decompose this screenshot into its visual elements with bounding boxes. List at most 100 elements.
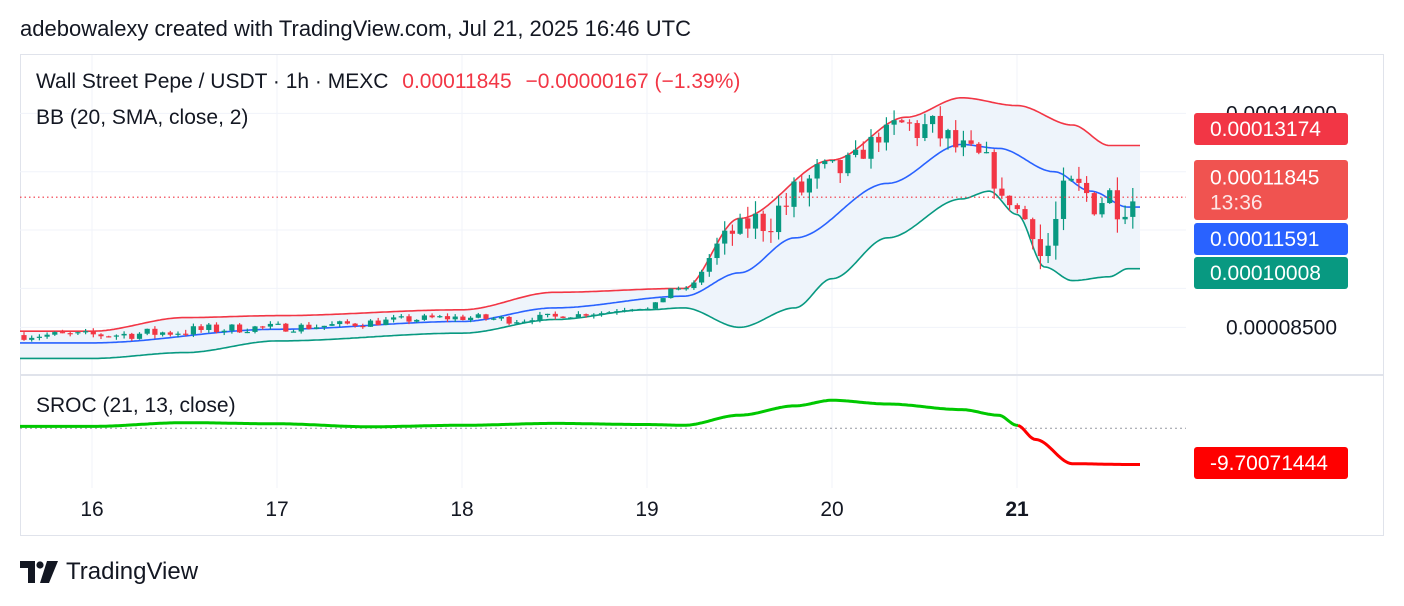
candle — [930, 115, 936, 133]
candle — [1068, 175, 1074, 182]
candle — [21, 332, 27, 341]
candle — [398, 314, 404, 319]
candle — [360, 323, 366, 329]
candle — [652, 302, 658, 310]
candle — [545, 313, 551, 318]
candle — [483, 313, 489, 321]
candle — [75, 331, 81, 336]
y-tick-label: 0.00008500 — [1226, 316, 1337, 339]
candle — [729, 224, 735, 246]
candle — [568, 317, 574, 319]
candle — [221, 329, 227, 336]
candle — [498, 315, 504, 321]
candle — [506, 315, 512, 326]
candle — [175, 331, 181, 338]
candle — [314, 324, 320, 330]
candle — [560, 316, 566, 319]
candle — [691, 280, 697, 290]
bb-lower-line — [20, 190, 1140, 360]
candle — [44, 332, 50, 339]
symbol-legend[interactable]: Wall Street Pepe / USDT · 1h · MEXC 0.00… — [36, 70, 740, 94]
candle — [1022, 205, 1028, 220]
candle — [29, 335, 35, 342]
candle — [645, 307, 651, 311]
candle — [876, 132, 882, 152]
candle — [237, 323, 243, 333]
bb-basis-price-label: 0.00011591 — [1194, 223, 1348, 255]
candle — [752, 201, 759, 239]
tradingview-logo[interactable]: TradingView — [20, 558, 198, 586]
candle — [1007, 195, 1013, 212]
candle — [760, 210, 766, 242]
last-price-value: 0.00011845 — [402, 70, 512, 93]
candle — [1076, 166, 1082, 191]
candle — [129, 332, 135, 341]
candle — [106, 335, 112, 338]
tradingview-logo-icon — [20, 561, 58, 583]
candle — [414, 319, 420, 323]
candle — [614, 309, 620, 315]
candle — [1114, 177, 1120, 233]
candle — [853, 140, 859, 158]
candle — [283, 322, 289, 332]
candle — [429, 313, 435, 319]
x-tick-label: 16 — [80, 498, 103, 521]
candle — [90, 328, 96, 338]
x-tick-label: 20 — [820, 498, 843, 521]
candle — [829, 160, 836, 163]
candle — [660, 298, 666, 303]
candle — [421, 313, 427, 321]
candle — [1053, 201, 1059, 260]
candle — [776, 195, 782, 240]
candle — [329, 321, 335, 326]
candle — [452, 314, 458, 322]
candle — [914, 120, 920, 147]
candle — [575, 311, 581, 319]
candle — [637, 308, 643, 311]
candle — [267, 321, 273, 330]
x-tick-label: 18 — [450, 498, 473, 521]
candle — [206, 322, 212, 333]
sroc-line-negative — [1017, 424, 1140, 466]
candle — [999, 177, 1005, 199]
candle — [244, 328, 250, 334]
candle — [290, 329, 297, 333]
candle — [59, 329, 66, 334]
candle — [121, 331, 127, 339]
candle — [475, 312, 481, 319]
candle — [383, 317, 389, 326]
candle — [460, 314, 466, 321]
candle — [960, 130, 966, 157]
candle — [352, 322, 358, 328]
candle — [113, 334, 119, 340]
candle — [822, 159, 828, 169]
candle — [321, 325, 327, 331]
candle — [675, 286, 682, 291]
candle — [699, 269, 705, 285]
candle — [868, 129, 874, 169]
candle — [183, 329, 189, 337]
candle — [906, 119, 913, 131]
candle — [213, 322, 220, 334]
candle — [606, 311, 612, 314]
candle — [275, 321, 281, 325]
bb-lower-price-label-text: 0.00010008 — [1210, 262, 1321, 285]
candle — [983, 141, 990, 154]
candle — [976, 142, 982, 155]
candle — [1014, 203, 1020, 214]
candle — [845, 152, 851, 177]
sroc-legend[interactable]: SROC (21, 13, close) — [36, 394, 236, 417]
candle — [136, 332, 143, 340]
candle — [468, 316, 474, 323]
candles-group — [21, 106, 1136, 342]
candle — [668, 288, 674, 299]
chart-frame[interactable] — [20, 54, 1384, 536]
candle — [260, 325, 266, 330]
bb-legend[interactable]: BB (20, SMA, close, 2) — [36, 106, 249, 129]
candle — [344, 319, 350, 325]
candle — [337, 320, 343, 327]
candle — [83, 328, 89, 335]
bb-band-fill — [20, 97, 1140, 359]
